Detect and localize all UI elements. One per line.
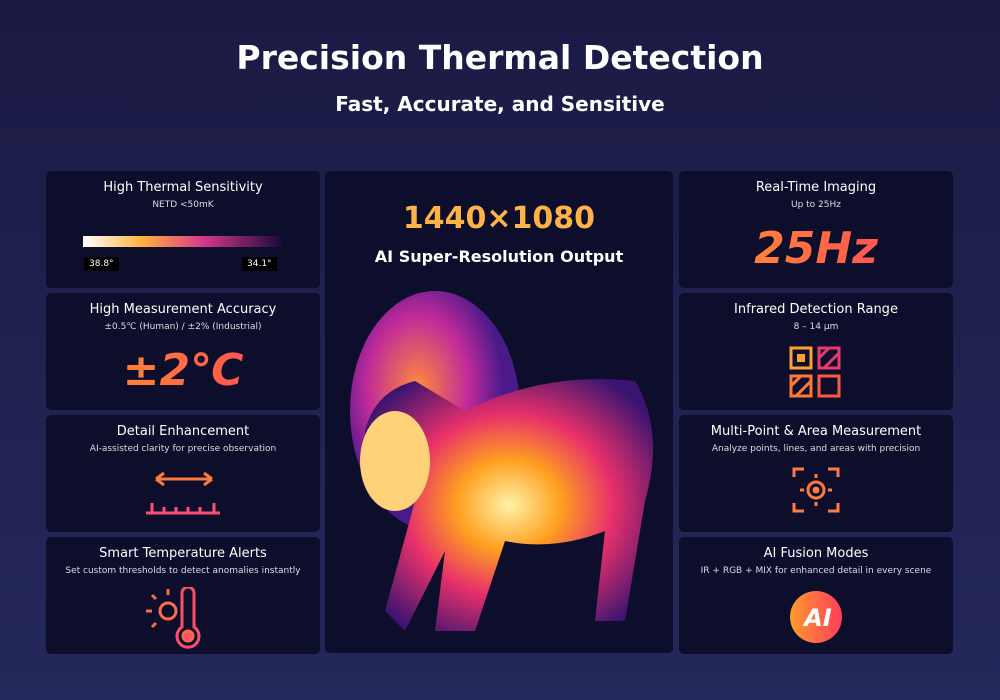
card-title: Smart Temperature Alerts xyxy=(99,546,267,561)
icon-text: AI xyxy=(802,604,832,632)
card: High Thermal Sensitivity NETD <50mK 38.8… xyxy=(46,171,320,288)
card-title: High Thermal Sensitivity xyxy=(103,180,263,195)
card-subtitle: Set custom thresholds to detect anomalie… xyxy=(65,566,301,576)
center-panel: 1440×1080 AI Super-Resolution Output xyxy=(325,171,673,653)
scale-label: 34.1° xyxy=(242,257,277,271)
subtitle: Fast, Accurate, and Sensitive xyxy=(335,92,665,116)
card-title: Real-Time Imaging xyxy=(755,180,877,195)
card: AI Fusion Modes IR + RGB + MIX for enhan… xyxy=(679,537,953,654)
icon xyxy=(792,467,840,513)
thermal-image xyxy=(325,171,673,653)
card-subtitle: Up to 25Hz xyxy=(790,200,841,210)
card-title: Multi-Point & Area Measurement xyxy=(710,424,922,439)
card-title: AI Fusion Modes xyxy=(763,546,869,561)
card-title: High Measurement Accuracy xyxy=(89,302,277,317)
card-subtitle: Analyze points, lines, and areas with pr… xyxy=(711,444,921,454)
card: Real-Time Imaging Up to 25Hz 25Hz xyxy=(679,171,953,288)
card-subtitle: NETD <50mK xyxy=(152,200,214,210)
highlight: ±2℃ xyxy=(46,345,320,396)
center-subtitle: AI Super-Resolution Output xyxy=(374,247,624,266)
card-subtitle: AI-assisted clarity for precise observat… xyxy=(89,444,277,454)
card-subtitle: ±0.5℃ (Human) / ±2% (Industrial) xyxy=(104,322,262,332)
card-subtitle: IR + RGB + MIX for enhanced detail in ev… xyxy=(700,566,932,576)
center-highlight: 1440×1080 xyxy=(402,201,596,236)
card-subtitle: 8 – 14 μm xyxy=(793,322,839,332)
icon xyxy=(146,471,220,515)
card: Multi-Point & Area Measurement Analyze p… xyxy=(679,415,953,532)
icon xyxy=(789,346,841,398)
scale-label: 38.8° xyxy=(84,257,119,271)
icon: AI xyxy=(790,591,842,643)
title: Precision Thermal Detection xyxy=(236,38,764,77)
gradient-bar xyxy=(83,236,281,247)
card: High Measurement Accuracy ±0.5℃ (Human) … xyxy=(46,293,320,410)
card: Detail Enhancement AI-assisted clarity f… xyxy=(46,415,320,532)
icon xyxy=(146,587,201,649)
highlight: 25Hz xyxy=(679,223,953,274)
card-title: Infrared Detection Range xyxy=(734,302,898,317)
card: Infrared Detection Range 8 – 14 μm xyxy=(679,293,953,410)
card-title: Detail Enhancement xyxy=(116,424,250,439)
card: Smart Temperature Alerts Set custom thre… xyxy=(46,537,320,654)
